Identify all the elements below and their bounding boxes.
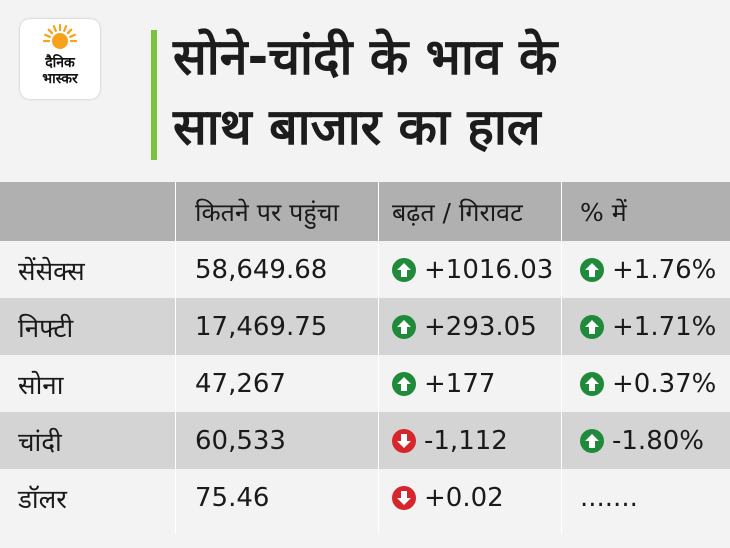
percent-text: -1.80%	[612, 425, 704, 456]
sun-icon	[42, 23, 78, 49]
percent-text: +1.71%	[612, 311, 717, 342]
arrow-up-icon	[392, 371, 416, 396]
change-text: -1,112	[424, 425, 508, 456]
column-divider	[175, 182, 176, 534]
row-percent: +0.37%	[580, 355, 730, 412]
dainik-bhaskar-logo: दैनिक भास्कर	[20, 19, 100, 99]
row-change: +1016.03	[392, 241, 562, 298]
percent-text: +0.37%	[612, 368, 717, 399]
header-value: कितने पर पहुंचा	[195, 197, 339, 227]
row-percent: +1.71%	[580, 298, 730, 355]
table-row: निफ्टी 17,469.75 +293.05 +1.71%	[0, 298, 730, 355]
title-line1: सोने-चांदी के भाव के	[173, 28, 558, 86]
table-row: चांदी 60,533 -1,112 -1.80%	[0, 412, 730, 469]
header: दैनिक भास्कर सोने-चांदी के भाव के साथ बा…	[0, 0, 730, 180]
row-change: +177	[392, 355, 562, 412]
row-percent: -1.80%	[580, 412, 730, 469]
header-change: बढ़त / गिरावट	[392, 197, 523, 227]
row-name: डॉलर	[18, 484, 67, 515]
row-value: 60,533	[195, 425, 286, 456]
page-title: सोने-चांदी के भाव के साथ बाजार का हाल	[173, 22, 718, 162]
market-table: कितने पर पहुंचा बढ़त / गिरावट % में सेंस…	[0, 182, 730, 526]
change-text: +177	[424, 368, 496, 399]
arrow-up-icon	[580, 314, 604, 339]
table-header-row: कितने पर पहुंचा बढ़त / गिरावट % में	[0, 182, 730, 241]
accent-bar	[151, 30, 157, 160]
header-percent: % में	[580, 197, 627, 227]
row-change: +0.02	[392, 469, 562, 526]
table-row: सोना 47,267 +177 +0.37%	[0, 355, 730, 412]
row-change: +293.05	[392, 298, 562, 355]
row-value: 58,649.68	[195, 254, 328, 285]
logo-line1: दैनिक	[45, 55, 75, 71]
row-name: निफ्टी	[18, 313, 74, 344]
change-text: +293.05	[424, 311, 537, 342]
arrow-down-icon	[392, 428, 416, 453]
logo-line2: भास्कर	[42, 71, 78, 87]
change-text: +0.02	[424, 482, 504, 513]
arrow-down-icon	[392, 485, 416, 510]
column-divider	[561, 182, 562, 534]
column-divider	[378, 182, 379, 534]
percent-text: +1.76%	[612, 254, 717, 285]
header-name	[18, 182, 168, 241]
percent-text: .......	[580, 482, 638, 513]
change-text: +1016.03	[424, 254, 554, 285]
table-row: सेंसेक्स 58,649.68 +1016.03 +1.76%	[0, 241, 730, 298]
arrow-up-icon	[580, 428, 604, 453]
row-name: सेंसेक्स	[18, 256, 85, 287]
arrow-up-icon	[580, 371, 604, 396]
arrow-up-icon	[580, 257, 604, 282]
row-change: -1,112	[392, 412, 562, 469]
table-body: सेंसेक्स 58,649.68 +1016.03 +1.76% निफ्टी 17,…	[0, 241, 730, 526]
row-percent: .......	[580, 469, 730, 526]
arrow-up-icon	[392, 257, 416, 282]
row-value: 17,469.75	[195, 311, 328, 342]
arrow-up-icon	[392, 314, 416, 339]
row-name: चांदी	[18, 427, 62, 458]
title-line2: साथ बाजार का हाल	[173, 98, 541, 156]
row-name: सोना	[18, 370, 64, 401]
row-value: 47,267	[195, 368, 286, 399]
row-percent: +1.76%	[580, 241, 730, 298]
row-value: 75.46	[195, 482, 270, 513]
table-row: डॉलर 75.46 +0.02.......	[0, 469, 730, 526]
